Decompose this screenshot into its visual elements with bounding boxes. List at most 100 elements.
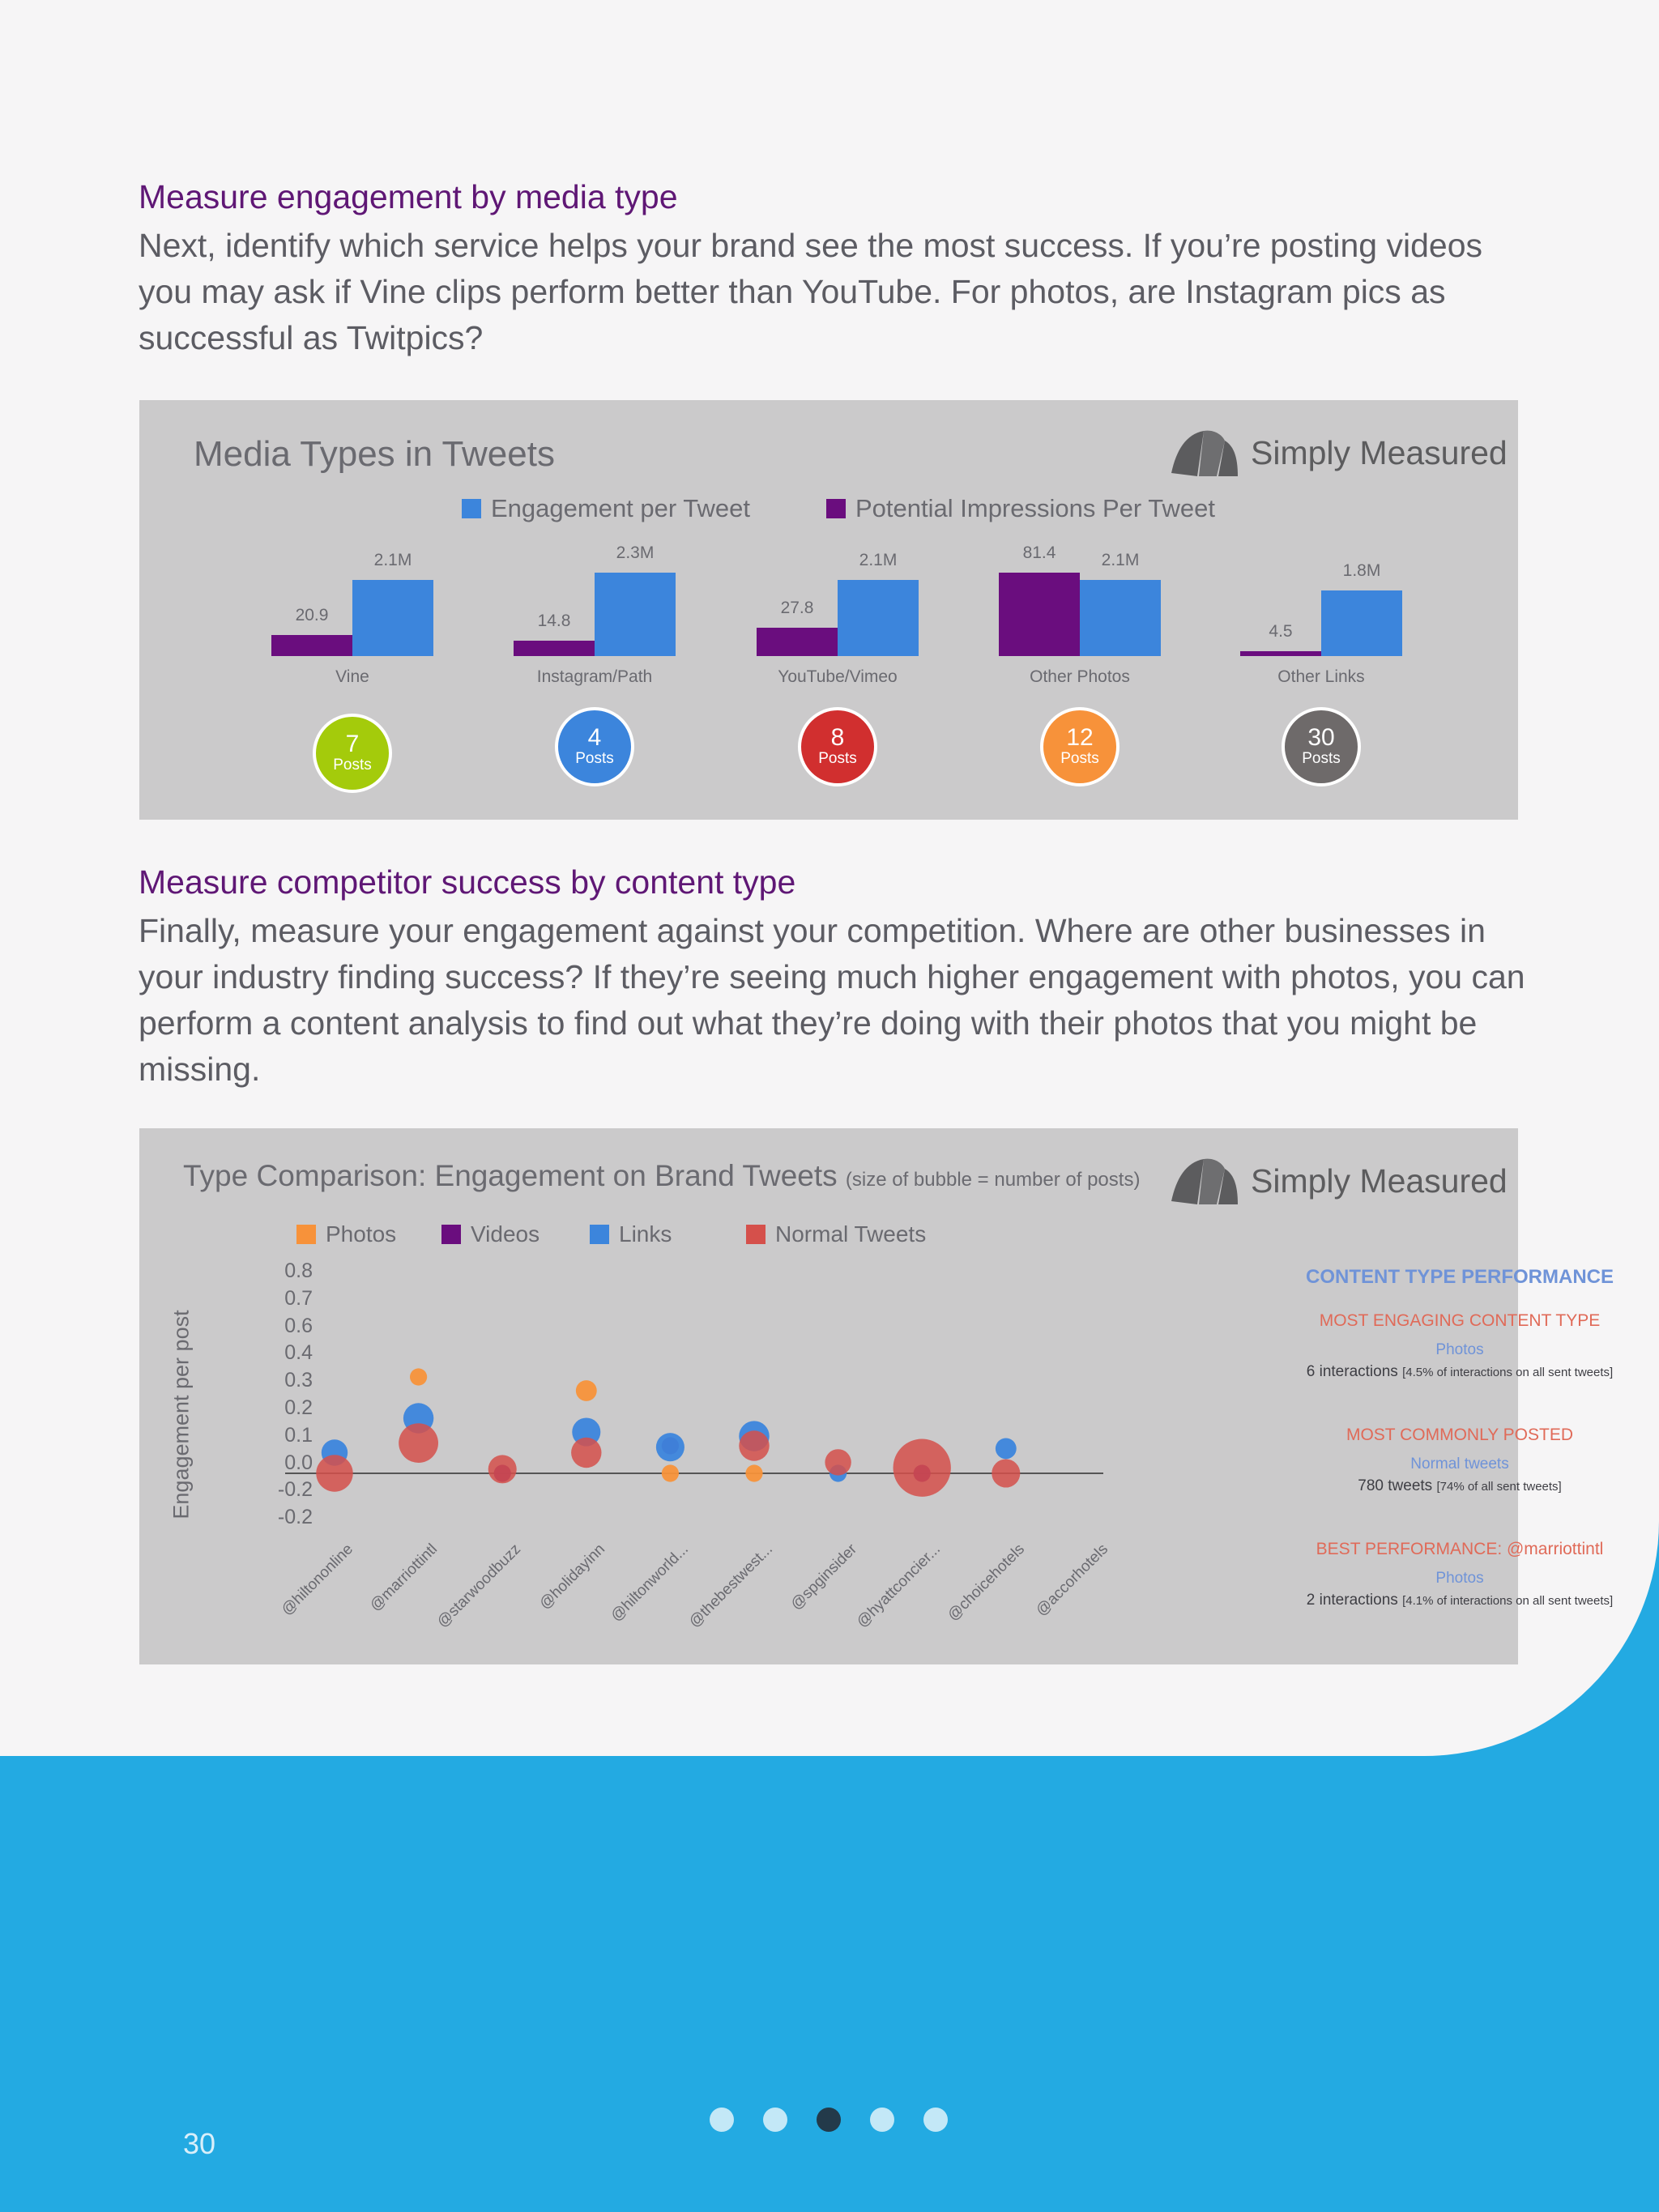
category-label-4: Other Links <box>1277 667 1365 686</box>
page-dot-current[interactable] <box>817 2108 841 2132</box>
chart2-title: Type Comparison: Engagement on Brand Twe… <box>183 1159 1141 1192</box>
bar-label-engagement-0: 2.1M <box>373 550 412 569</box>
sidebar-type-best: Photos <box>1435 1570 1484 1587</box>
posts-label: Posts <box>1302 750 1341 767</box>
page-dot-1[interactable] <box>710 2108 734 2132</box>
bar-label-engagement-3: 2.1M <box>1101 550 1140 569</box>
posts-label: Posts <box>575 750 614 767</box>
bar-engagement-2 <box>838 579 919 656</box>
bar-engagement-4 <box>1321 590 1402 656</box>
posts-count: 4 <box>587 724 602 751</box>
bubble-normal-tweets <box>399 1423 438 1463</box>
bar-impressions-0 <box>271 634 352 656</box>
y-tick-7: 0.0 <box>284 1451 313 1474</box>
y-tick-4: 0.3 <box>284 1369 313 1392</box>
bar-impressions-3 <box>999 573 1080 656</box>
page-dot-4[interactable] <box>870 2108 894 2132</box>
page-dot-2[interactable] <box>763 2108 787 2132</box>
legend-impressions: Potential Impressions Per Tweet <box>826 494 1215 523</box>
posts-badge-2: 8 Posts <box>798 707 877 786</box>
bar-engagement-1 <box>595 573 676 656</box>
posts-count: 7 <box>345 731 360 757</box>
y-tick-0: 0.8 <box>284 1259 313 1282</box>
logo-text: Simply Measured <box>1251 433 1508 471</box>
page-dot-5[interactable] <box>923 2108 948 2132</box>
y-tick-8: -0.2 <box>277 1478 313 1502</box>
bar-label-impressions-2: 27.8 <box>780 598 814 617</box>
bubble-normal-tweets <box>992 1459 1021 1488</box>
bar-label-engagement-2: 2.1M <box>859 550 898 569</box>
bar-label-impressions-3: 81.4 <box>1022 543 1056 562</box>
legend-links: Links <box>590 1221 672 1247</box>
bar-engagement-3 <box>1080 579 1161 656</box>
simply-measured-logo: Simply Measured <box>1168 426 1508 479</box>
sidebar-type-engaging: Photos <box>1435 1341 1484 1358</box>
legend-engagement: Engagement per Tweet <box>462 494 750 523</box>
bubble-photos <box>745 1464 763 1482</box>
sidebar-heading: CONTENT TYPE PERFORMANCE <box>1305 1266 1614 1288</box>
chart2-subtitle: (size of bubble = number of posts) <box>845 1169 1141 1191</box>
bubble-normal-tweets <box>316 1455 353 1492</box>
y-tick-9: -0.2 <box>277 1506 313 1529</box>
sidebar-type-common: Normal tweets <box>1410 1455 1509 1473</box>
page: Measure engagement by media type Next, i… <box>0 0 1659 1756</box>
bubble-photos <box>410 1368 428 1386</box>
category-label-2: YouTube/Vimeo <box>778 667 898 686</box>
bar-impressions-4 <box>1240 651 1321 656</box>
category-label-3: Other Photos <box>1030 667 1130 686</box>
bar-impressions-2 <box>757 627 838 656</box>
posts-badge-0: 7 Posts <box>313 714 392 793</box>
posts-label: Posts <box>818 750 857 767</box>
posts-badge-4: 30 Posts <box>1282 707 1361 786</box>
posts-badge-3: 12 Posts <box>1040 707 1120 786</box>
legend-normal-tweets: Normal Tweets <box>746 1221 926 1247</box>
bar-label-engagement-1: 2.3M <box>616 543 655 562</box>
category-label-0: Vine <box>335 667 369 686</box>
bubble-links <box>655 1433 684 1462</box>
media-types-chart: Media Types in Tweets Simply Measured En… <box>139 400 1518 820</box>
y-tick-2: 0.6 <box>284 1314 313 1337</box>
bubble-links <box>572 1417 601 1447</box>
bar-label-impressions-0: 20.9 <box>295 605 329 624</box>
section-title-media: Measure engagement by media type <box>139 178 678 215</box>
sidebar-stat-common: 780 tweets [74% of all sent tweets] <box>1358 1477 1562 1494</box>
sidebar-label-best: BEST PERFORMANCE: @marriottintl <box>1316 1540 1604 1558</box>
sidebar-label-common: MOST COMMONLY POSTED <box>1346 1426 1574 1444</box>
type-comparison-chart: Type Comparison: Engagement on Brand Twe… <box>139 1128 1614 1664</box>
bubble-plot <box>285 1368 1103 1497</box>
bar-label-impressions-4: 4.5 <box>1269 622 1293 641</box>
bar-engagement-0 <box>352 579 433 656</box>
bubble-links <box>995 1438 1017 1460</box>
chart-title: Media Types in Tweets <box>194 434 555 474</box>
y-tick-1: 0.7 <box>284 1286 313 1310</box>
y-tick-3: 0.4 <box>284 1341 313 1365</box>
posts-count: 8 <box>830 724 845 751</box>
bubble-normal-tweets <box>488 1455 517 1484</box>
bubble-photos <box>661 1464 680 1482</box>
legend-swatch-blue <box>462 499 481 518</box>
simply-measured-logo-icon <box>1171 430 1238 476</box>
legend-photos: Photos <box>296 1221 396 1247</box>
posts-count: 12 <box>1066 724 1094 751</box>
bubble-normal-tweets <box>893 1438 951 1497</box>
bubble-normal-tweets <box>739 1430 770 1461</box>
section-title-competitor: Measure competitor success by content ty… <box>139 863 796 901</box>
sidebar-stat-best: 2 interactions [4.1% of interactions on … <box>1306 1592 1614 1609</box>
section-body-media: Next, identify which service helps your … <box>139 227 1483 356</box>
bubble-photos <box>575 1380 597 1401</box>
page-number: 30 <box>183 2127 216 2160</box>
category-label-1: Instagram/Path <box>536 667 653 686</box>
y-tick-5: 0.2 <box>284 1396 313 1419</box>
bar-label-impressions-1: 14.8 <box>537 612 571 631</box>
legend-videos: Videos <box>441 1221 539 1247</box>
bubble-normal-tweets <box>571 1437 602 1468</box>
bubble-normal-tweets <box>825 1449 851 1476</box>
sidebar-label-engaging: MOST ENGAGING CONTENT TYPE <box>1319 1311 1601 1330</box>
posts-count: 30 <box>1307 724 1335 751</box>
posts-label: Posts <box>1060 750 1099 767</box>
simply-measured-logo-icon <box>1171 1158 1238 1204</box>
posts-badge-1: 4 Posts <box>555 707 634 786</box>
posts-label: Posts <box>333 757 372 774</box>
section-body-competitor: Finally, measure your engagement against… <box>139 912 1525 1088</box>
sidebar-stat-engaging: 6 interactions [4.5% of interactions on … <box>1306 1363 1614 1380</box>
